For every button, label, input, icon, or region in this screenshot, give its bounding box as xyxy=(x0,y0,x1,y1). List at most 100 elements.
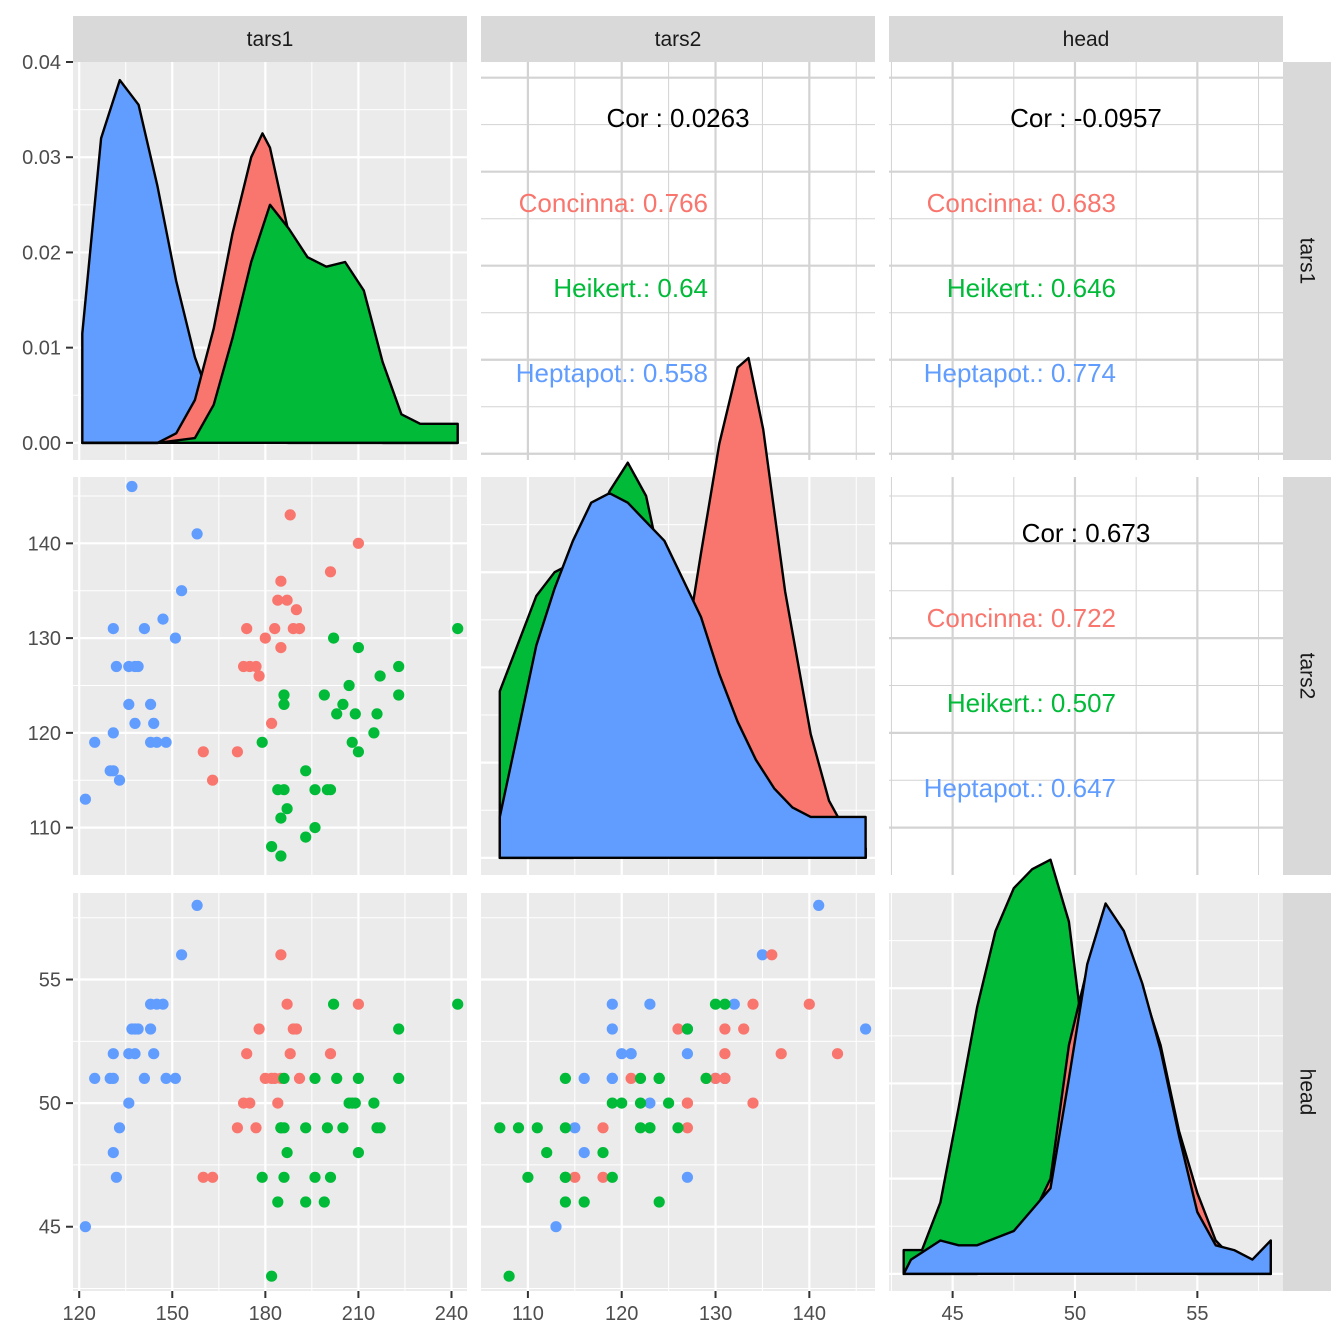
point-concinna xyxy=(324,566,337,578)
x-tick-label: 130 xyxy=(699,1303,732,1325)
x-tick-label: 120 xyxy=(63,1303,96,1325)
point-heikert xyxy=(352,746,364,758)
point-concinna xyxy=(281,594,293,606)
point-heptapot xyxy=(113,774,126,786)
point-heikert xyxy=(275,812,287,824)
point-concinna xyxy=(681,1097,694,1109)
point-heikert xyxy=(309,1171,321,1183)
y-tick-label: 120 xyxy=(28,723,61,745)
point-heikert xyxy=(300,1122,312,1134)
point-heikert xyxy=(300,765,312,777)
point-concinna xyxy=(709,1072,722,1084)
point-heptapot xyxy=(145,698,157,711)
point-heikert xyxy=(321,1122,333,1134)
point-heikert xyxy=(256,736,268,748)
point-heikert xyxy=(272,1196,284,1208)
point-concinna xyxy=(259,632,271,644)
strips-layer: tars1 tars2 head tars1 tars2 head xyxy=(73,16,1331,1291)
cor-overall: Cor : 0.0263 xyxy=(606,103,749,133)
cor-overall: Cor : 0.673 xyxy=(1022,518,1151,548)
point-concinna xyxy=(747,1097,759,1109)
point-heikert xyxy=(374,1122,386,1134)
density-tars1-heikert xyxy=(81,203,459,445)
point-heikert xyxy=(531,1122,543,1134)
point-heptapot xyxy=(578,1072,590,1084)
y-tick-label: 110 xyxy=(29,818,61,840)
y-tick-label: 130 xyxy=(28,628,61,650)
point-heptapot xyxy=(606,998,618,1010)
point-concinna xyxy=(253,1023,265,1035)
x-tick-label: 240 xyxy=(435,1303,468,1325)
point-heptapot xyxy=(151,736,163,748)
point-concinna xyxy=(597,1171,609,1183)
cor-group-heikert: Heikert.: 0.646 xyxy=(947,273,1116,303)
point-heptapot xyxy=(126,480,138,493)
strip-head xyxy=(889,16,1283,62)
point-heptapot xyxy=(107,727,119,739)
panel-bg-2-0 xyxy=(73,893,467,1291)
panel-bg-1-0 xyxy=(73,477,467,875)
y-tick-label: 0.02 xyxy=(22,242,61,264)
x-tick-label: 150 xyxy=(156,1303,189,1325)
y-tick-label: 0.03 xyxy=(22,147,61,169)
point-concinna xyxy=(831,1048,844,1060)
point-heikert xyxy=(328,632,340,644)
point-heptapot xyxy=(79,793,91,805)
point-concinna xyxy=(272,594,284,606)
strip-label-head: head xyxy=(1063,28,1110,51)
point-heikert xyxy=(368,1097,380,1109)
point-heptapot xyxy=(860,1023,872,1035)
point-heikert xyxy=(503,1270,515,1282)
point-heptapot xyxy=(728,998,740,1010)
point-heikert xyxy=(278,698,290,711)
point-concinna xyxy=(597,1122,609,1134)
point-heikert xyxy=(452,998,464,1010)
point-heptapot xyxy=(756,949,769,961)
point-heikert xyxy=(541,1147,553,1159)
point-heikert xyxy=(634,1097,647,1109)
point-heptapot xyxy=(145,1023,157,1035)
point-heikert xyxy=(597,1147,609,1159)
point-heptapot xyxy=(644,998,656,1010)
point-heikert xyxy=(337,698,349,711)
row-strip-label-head: head xyxy=(1296,1069,1319,1116)
cor-group-concinna: Concinna: 0.722 xyxy=(927,603,1116,633)
cor-group-heikert: Heikert.: 0.64 xyxy=(553,273,708,303)
point-heptapot xyxy=(157,998,169,1010)
point-heikert xyxy=(256,1171,268,1183)
point-concinna xyxy=(250,660,262,673)
point-heikert xyxy=(300,1196,312,1208)
cor-overall: Cor : -0.0957 xyxy=(1010,103,1162,133)
cor-group-heikert: Heikert.: 0.507 xyxy=(947,688,1116,718)
point-heikert xyxy=(352,1147,364,1159)
point-heptapot xyxy=(625,1048,637,1060)
point-heikert xyxy=(634,1122,647,1134)
point-heptapot xyxy=(132,660,144,673)
point-concinna xyxy=(766,949,778,961)
point-heikert xyxy=(324,784,337,796)
point-concinna xyxy=(803,998,815,1010)
point-heptapot xyxy=(107,623,119,635)
point-heptapot xyxy=(169,632,181,644)
point-heptapot xyxy=(813,899,825,912)
point-heikert xyxy=(374,670,386,682)
point-heikert xyxy=(266,1270,278,1282)
density-head-heptapot xyxy=(902,902,1272,1276)
point-heptapot xyxy=(107,1072,119,1084)
point-heptapot xyxy=(110,660,122,673)
point-concinna xyxy=(253,670,265,682)
point-heptapot xyxy=(191,899,203,912)
point-heikert xyxy=(331,1072,343,1084)
point-heikert xyxy=(634,1072,647,1084)
point-concinna xyxy=(569,1171,581,1183)
point-heikert xyxy=(512,1122,525,1134)
point-heikert xyxy=(709,998,722,1010)
point-concinna xyxy=(719,1023,731,1035)
point-heikert xyxy=(681,1023,694,1035)
point-heikert xyxy=(281,1147,293,1159)
x-tick-label: 110 xyxy=(512,1303,544,1325)
point-concinna xyxy=(719,1048,731,1060)
point-heptapot xyxy=(107,1048,119,1060)
point-concinna xyxy=(231,1122,243,1134)
